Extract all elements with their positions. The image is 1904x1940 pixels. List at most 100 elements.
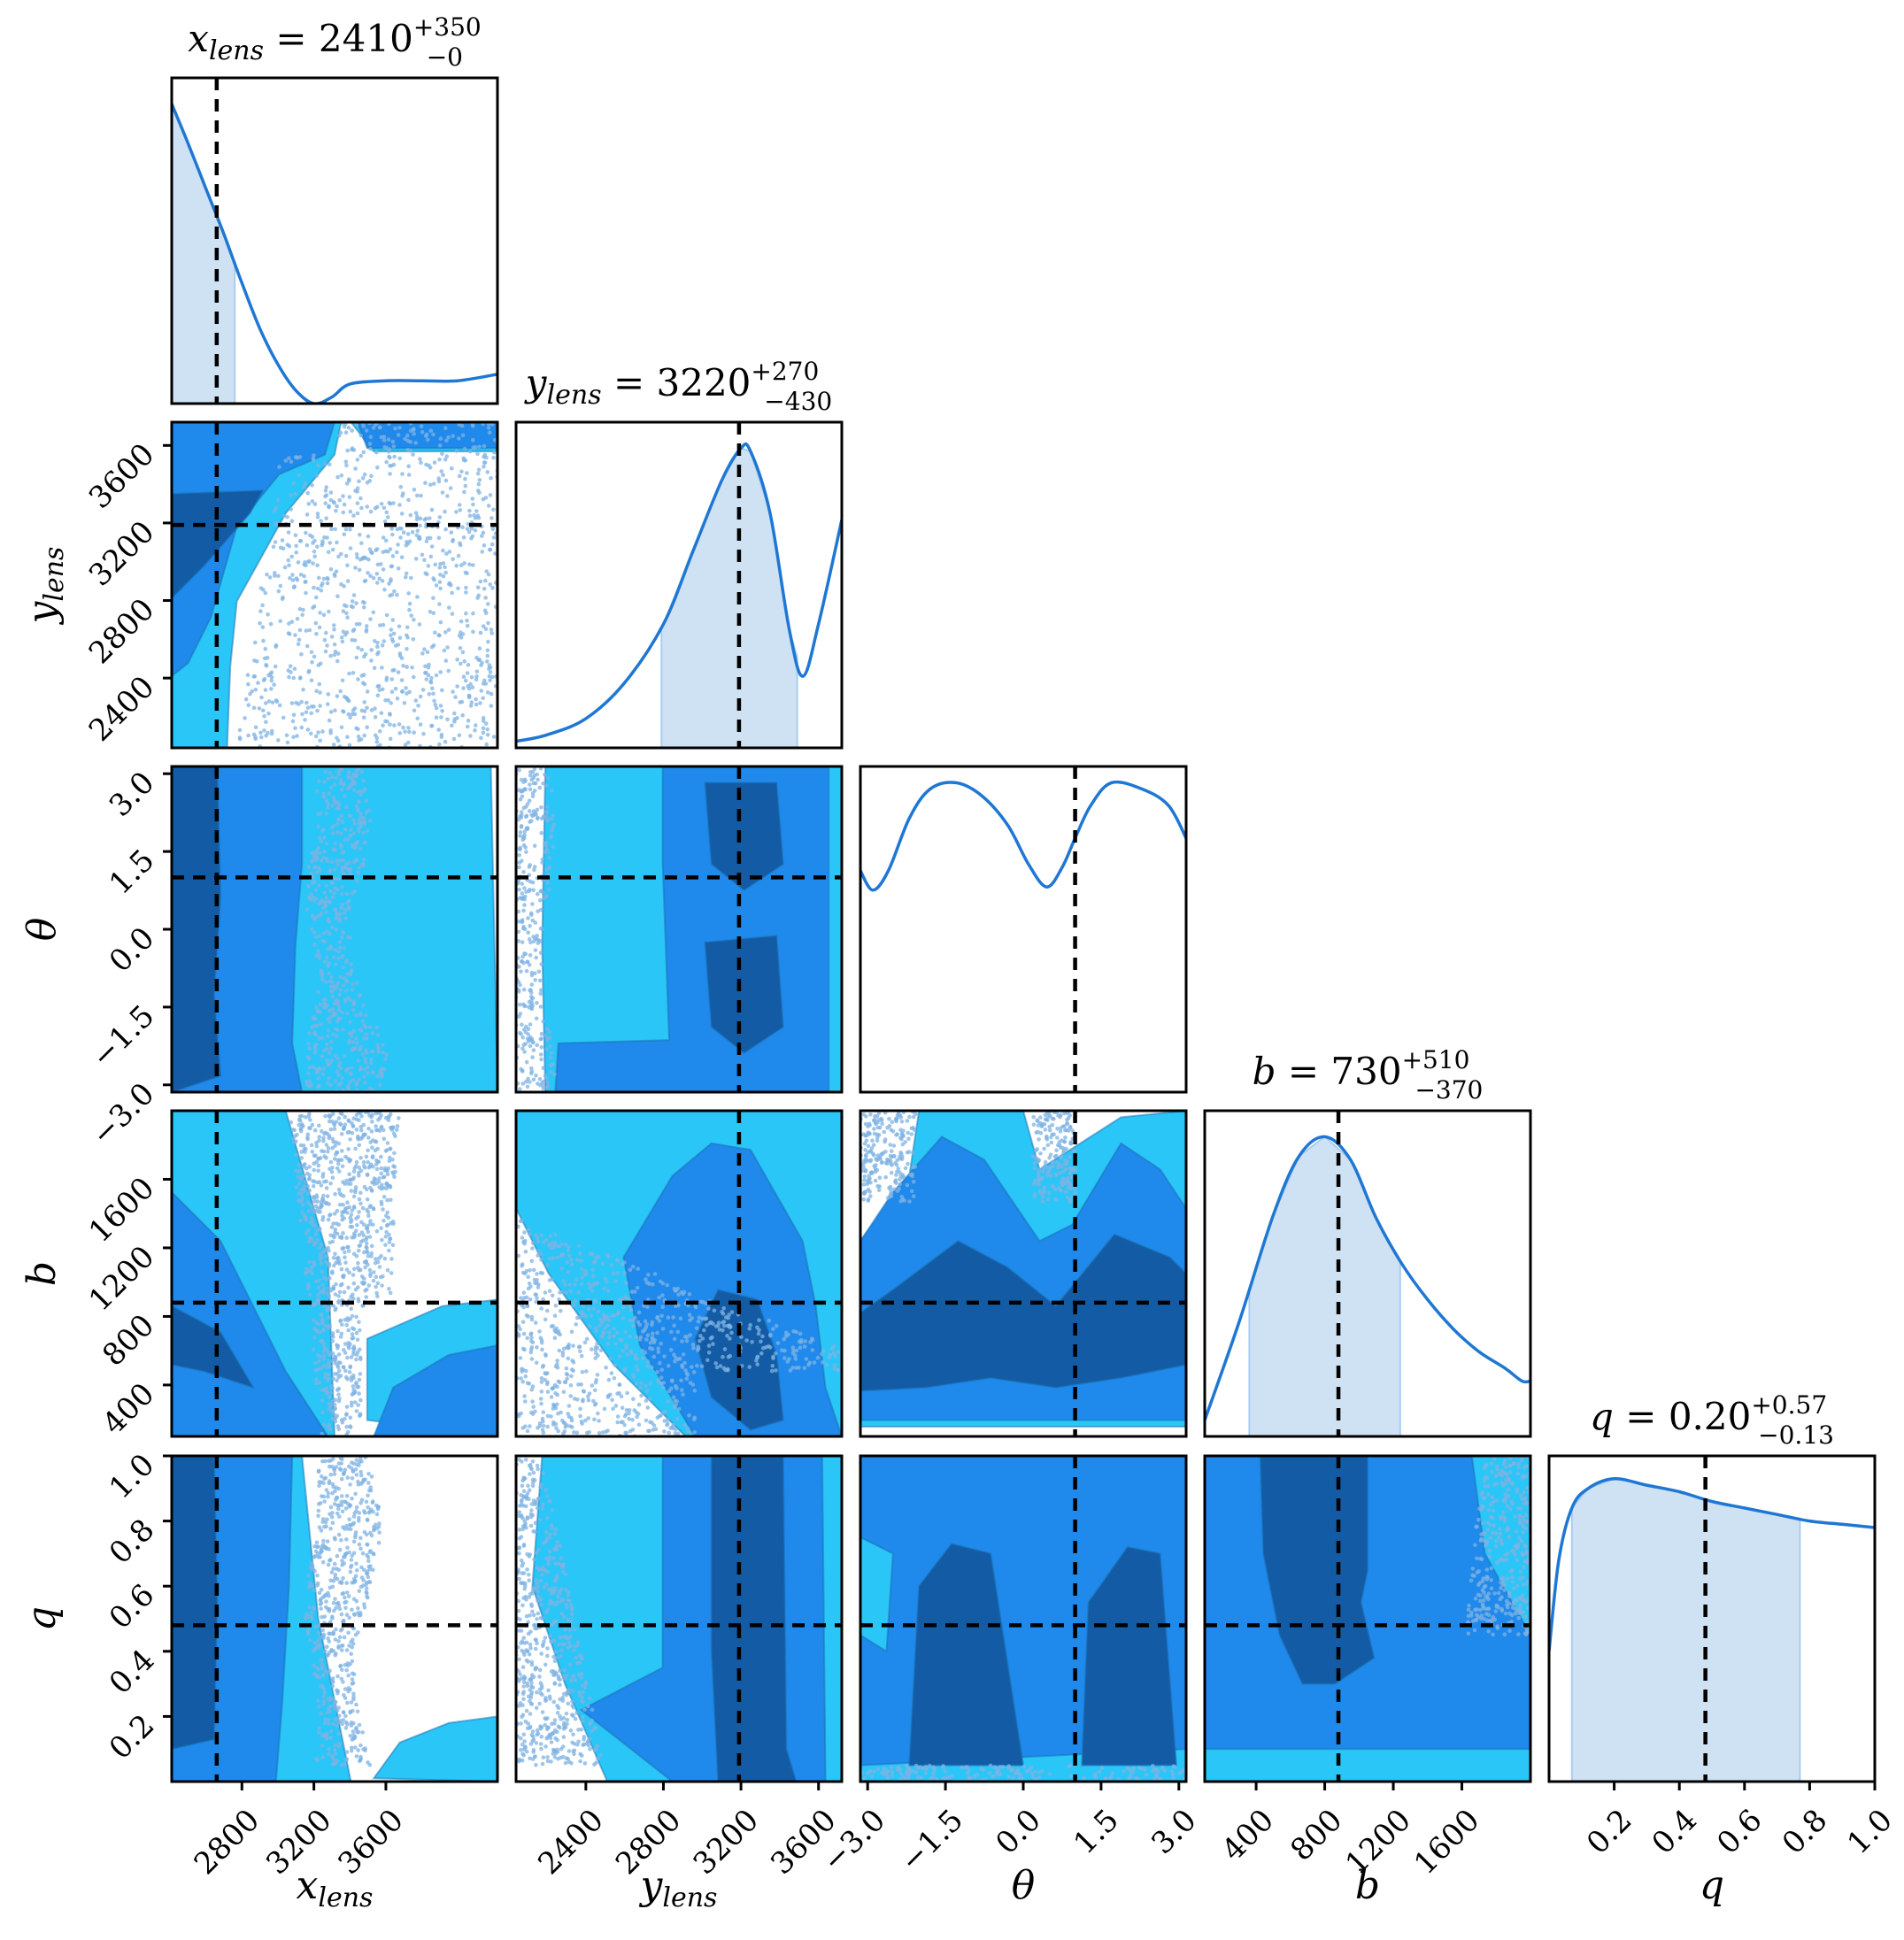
- sample-point: [691, 1370, 697, 1374]
- sample-point: [1058, 1129, 1063, 1134]
- sample-point: [1068, 1186, 1073, 1191]
- sample-point: [521, 1305, 526, 1310]
- sample-point: [911, 1165, 916, 1170]
- sample-point: [415, 595, 420, 599]
- sample-point: [889, 1159, 893, 1164]
- sample-point: [340, 1282, 344, 1287]
- sample-point: [323, 1459, 328, 1464]
- sample-point: [325, 1710, 330, 1715]
- sample-point: [681, 1392, 685, 1397]
- sample-point: [529, 1069, 535, 1074]
- sample-point: [640, 1348, 645, 1353]
- sample-point: [333, 1354, 338, 1359]
- sample-point: [889, 1170, 894, 1175]
- sample-point: [543, 809, 549, 814]
- sample-point: [336, 1008, 342, 1012]
- sample-point: [308, 1202, 312, 1207]
- sample-point: [438, 586, 443, 591]
- sample-point: [597, 1431, 602, 1436]
- sample-point: [349, 828, 353, 833]
- sample-point: [747, 1365, 752, 1369]
- sample-point: [713, 1361, 718, 1366]
- sample-point: [579, 1353, 584, 1359]
- sample-point: [393, 643, 398, 648]
- sample-point: [438, 436, 443, 441]
- sample-point: [333, 1743, 338, 1747]
- sample-point: [312, 879, 317, 884]
- sample-point: [479, 689, 484, 693]
- sample-point: [1050, 1122, 1055, 1128]
- sample-point: [520, 794, 525, 799]
- sample-point: [571, 1705, 576, 1710]
- sample-point: [281, 715, 286, 720]
- sample-point: [253, 640, 258, 645]
- sample-point: [375, 1294, 380, 1298]
- sample-point: [370, 1154, 375, 1159]
- sample-point: [454, 449, 459, 453]
- sample-point: [821, 1348, 826, 1353]
- sample-point: [347, 1370, 352, 1374]
- sample-point: [524, 1024, 528, 1029]
- sample-point: [615, 1391, 620, 1396]
- sample-point: [488, 665, 493, 670]
- sample-point: [523, 1238, 528, 1243]
- sample-point: [535, 1345, 539, 1350]
- sample-point: [381, 723, 385, 728]
- sample-point: [382, 1219, 386, 1223]
- sample-point: [559, 1611, 565, 1616]
- sample-point: [560, 1350, 566, 1355]
- sample-point: [606, 1318, 612, 1323]
- sample-point: [424, 516, 428, 521]
- sample-point: [365, 1517, 370, 1522]
- sample-point: [1035, 1147, 1039, 1151]
- sample-point: [397, 456, 403, 461]
- sample-point: [541, 1079, 546, 1084]
- sample-point: [541, 1755, 546, 1759]
- sample-point: [488, 582, 492, 587]
- sample-point: [319, 1684, 323, 1689]
- sample-point: [325, 1644, 329, 1649]
- sample-point: [340, 1420, 345, 1425]
- sample-point: [520, 940, 525, 944]
- sample-point: [612, 1327, 617, 1331]
- sample-point: [539, 1057, 543, 1062]
- sample-point: [581, 1397, 585, 1402]
- sample-point: [794, 1348, 799, 1353]
- sample-point: [518, 896, 522, 900]
- sample-point: [339, 1266, 344, 1272]
- sample-point: [696, 1344, 701, 1349]
- sample-point: [526, 1483, 530, 1488]
- sample-point: [351, 1327, 357, 1332]
- sample-point: [727, 1313, 731, 1317]
- sample-point: [474, 669, 480, 674]
- sample-point: [600, 1335, 605, 1339]
- sample-point: [322, 1499, 328, 1504]
- sample-point: [321, 1702, 326, 1706]
- sample-point: [314, 1328, 319, 1333]
- sample-point: [343, 1374, 349, 1380]
- sample-point: [262, 728, 266, 733]
- sample-point: [358, 1124, 364, 1129]
- sample-point: [315, 512, 320, 516]
- sample-point: [539, 1338, 544, 1343]
- sample-point: [613, 1342, 618, 1346]
- sample-point: [325, 1034, 330, 1039]
- sample-point: [701, 1299, 705, 1305]
- sample-point: [875, 1184, 880, 1189]
- sample-point: [320, 1494, 324, 1498]
- sample-point: [360, 681, 366, 685]
- sample-point: [676, 1303, 681, 1308]
- sample-point: [405, 542, 411, 546]
- sample-point: [259, 695, 264, 700]
- sample-point: [565, 1423, 569, 1428]
- sample-point: [631, 1323, 636, 1328]
- sample-point: [344, 891, 350, 897]
- sample-point: [331, 1221, 335, 1226]
- sample-point: [320, 1128, 324, 1134]
- sample-point: [459, 563, 464, 567]
- sample-point: [326, 1017, 330, 1021]
- sample-point: [1045, 1143, 1051, 1148]
- sample-point: [351, 1469, 356, 1474]
- sample-point: [609, 1371, 614, 1375]
- sample-point: [356, 1266, 360, 1270]
